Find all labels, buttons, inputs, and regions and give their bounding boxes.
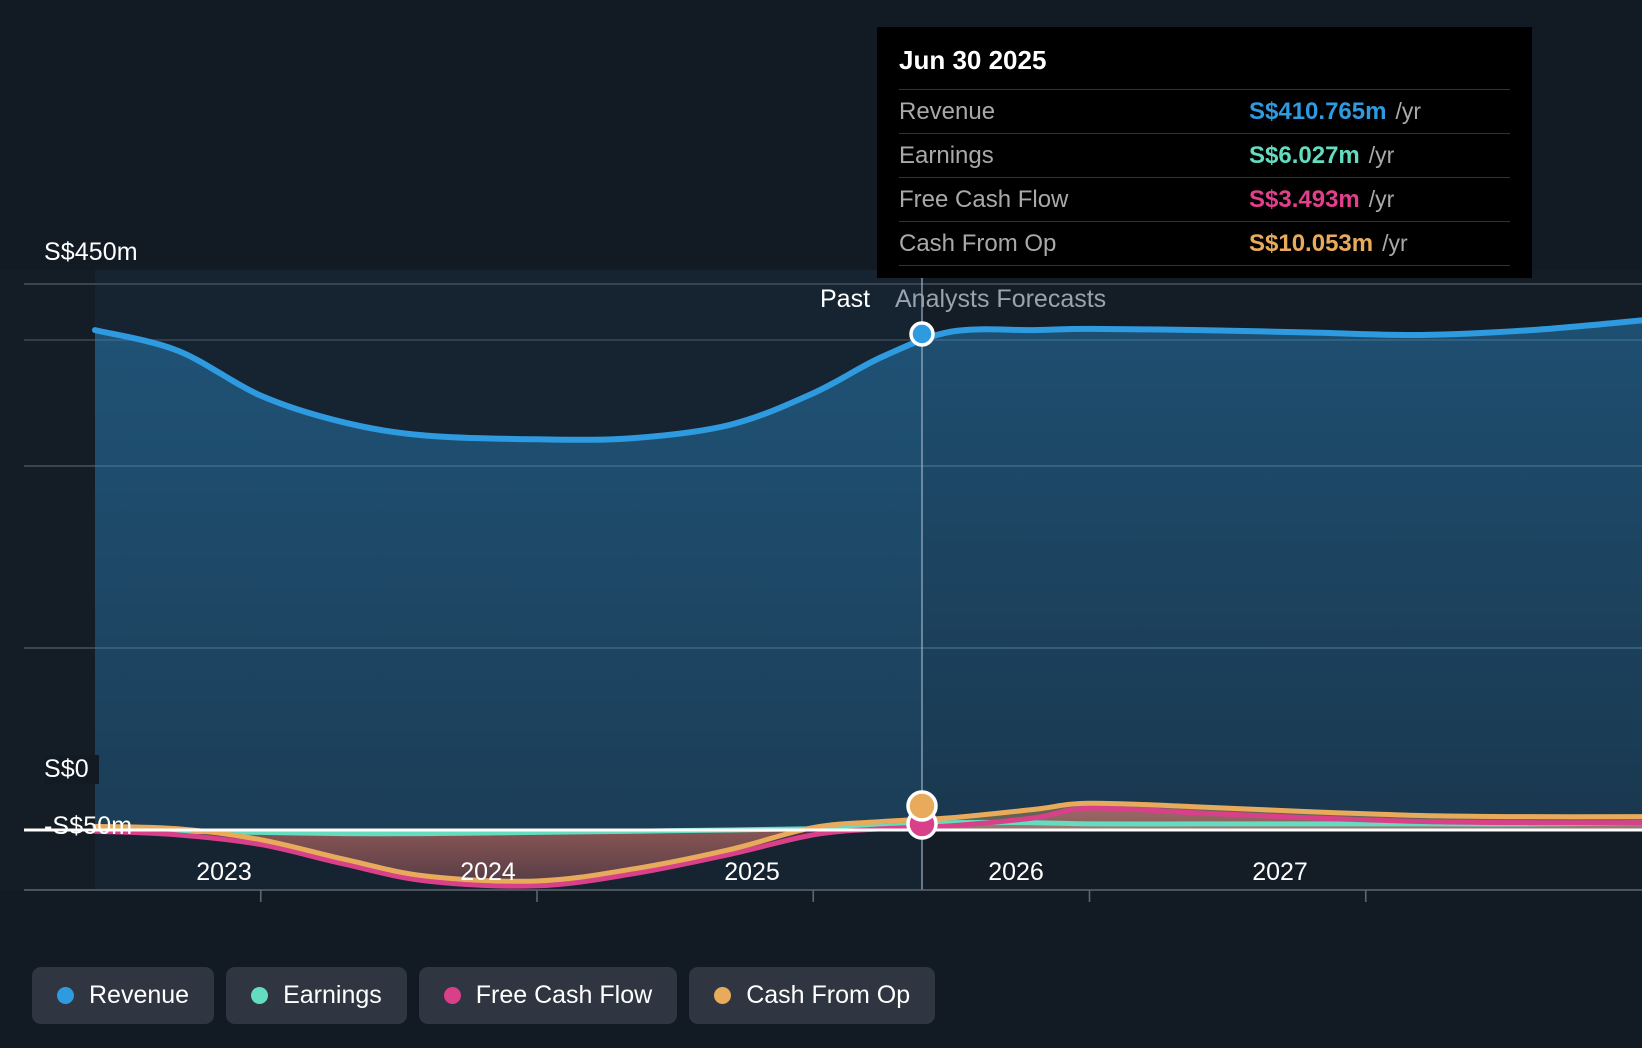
legend-item-revenue[interactable]: Revenue <box>32 967 215 1024</box>
x-axis-label-2026: 2026 <box>988 858 1044 886</box>
past-label: Past <box>820 285 871 313</box>
tooltip-metric-period: /yr <box>1395 98 1422 124</box>
series-line-cash-from-op <box>92 800 1642 884</box>
legend-label: Revenue <box>89 981 190 1009</box>
tooltip-metric-value: S$410.765m <box>1249 98 1387 125</box>
tooltip-rows: Revenue S$410.765m/yr Earnings S$6.027m/yr F… <box>899 89 1510 266</box>
tooltip-row: Revenue S$410.765m/yr <box>899 89 1510 133</box>
tooltip-metric-name: Cash From Op <box>899 230 1057 257</box>
x-axis-label-2027: 2027 <box>1252 858 1308 886</box>
tooltip-metric-name: Free Cash Flow <box>899 186 1069 213</box>
data-tooltip: Jun 30 2025 Revenue S$410.765m/yr Earnings… <box>877 27 1532 278</box>
y-axis-label-top: S$450m <box>44 238 148 267</box>
legend-color-dot-icon <box>443 987 461 1004</box>
tooltip-row: Earnings S$6.027m/yr <box>899 133 1510 177</box>
chart-legend[interactable]: Revenue Earnings Free Cash Flow Cash From O… <box>32 967 936 1024</box>
tooltip-metric-name: Earnings <box>899 142 994 169</box>
marker-revenue <box>909 321 935 347</box>
tooltip-date: Jun 30 2025 <box>899 45 1047 75</box>
tooltip-metric-value: S$3.493m <box>1249 186 1360 213</box>
legend-label: Free Cash Flow <box>475 981 653 1009</box>
tooltip-metric-period: /yr <box>1382 230 1408 256</box>
tooltip-metric-period: /yr <box>1368 186 1395 212</box>
y-axis-label-zero: S$0 <box>44 755 99 784</box>
legend-color-dot-icon <box>251 987 269 1004</box>
x-axis-label-2023: 2023 <box>196 858 252 886</box>
x-axis-label-2025: 2025 <box>724 858 780 886</box>
analysts-forecasts-label: Analysts Forecasts <box>895 285 1107 313</box>
y-axis-label-negative: -S$50m <box>44 812 133 840</box>
tooltip-metric-name: Revenue <box>899 98 996 125</box>
legend-item-cash-from-op[interactable]: Cash From Op <box>689 967 936 1024</box>
legend-label: Earnings <box>283 981 382 1009</box>
tooltip-metric-value: S$10.053m <box>1249 230 1374 257</box>
series-line-revenue <box>92 317 1642 443</box>
marker-cash-from-op <box>906 790 938 822</box>
legend-color-dot-icon <box>714 987 732 1004</box>
hover-markers <box>906 321 938 840</box>
tooltip-metric-period: /yr <box>1368 142 1395 168</box>
tooltip-row: Cash From Op S$10.053m/yr <box>899 221 1510 266</box>
legend-label: Cash From Op <box>746 981 911 1009</box>
x-axis-label-2024: 2024 <box>460 858 516 886</box>
tooltip-metric-value: S$6.027m <box>1249 142 1360 169</box>
legend-color-dot-icon <box>57 987 74 1004</box>
legend-item-free-cash-flow[interactable]: Free Cash Flow <box>418 967 678 1024</box>
tooltip-row: Free Cash Flow S$3.493m/yr <box>899 177 1510 221</box>
legend-item-earnings[interactable]: Earnings <box>226 967 407 1024</box>
series-area-revenue <box>95 320 1642 830</box>
x-axis-ticks <box>259 890 1367 902</box>
series-line-earnings <box>92 819 1642 837</box>
